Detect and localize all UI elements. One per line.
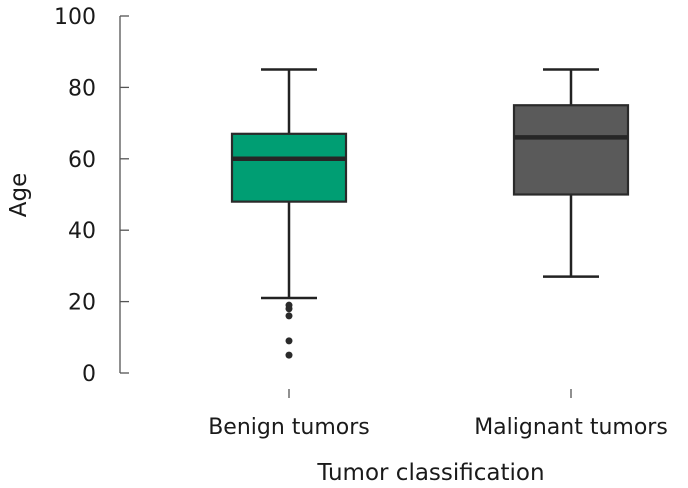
y-tick-label: 60	[68, 148, 96, 173]
x-axis-title: Tumor classification	[316, 460, 544, 486]
outlier-point	[285, 337, 293, 345]
outlier-point	[285, 351, 293, 359]
x-tick-label: Malignant tumors	[474, 415, 668, 440]
iqr-box	[230, 132, 348, 203]
y-axis: 0 20 40 60 80 100	[54, 5, 129, 387]
boxes	[230, 68, 630, 359]
y-tick-label: 80	[68, 76, 96, 101]
box-malignant	[512, 68, 630, 278]
x-axis: Benign tumors Malignant tumors	[208, 389, 668, 440]
x-tick-label: Benign tumors	[208, 415, 370, 440]
box-benign	[230, 68, 348, 359]
y-tick-label: 100	[54, 5, 96, 30]
y-tick-label: 20	[68, 291, 96, 316]
iqr-box	[512, 104, 630, 196]
outlier-point	[285, 305, 293, 313]
y-axis-title: Age	[6, 173, 32, 217]
outlier-point	[285, 312, 293, 320]
y-tick-label: 0	[82, 362, 96, 387]
y-tick-label: 40	[68, 219, 96, 244]
